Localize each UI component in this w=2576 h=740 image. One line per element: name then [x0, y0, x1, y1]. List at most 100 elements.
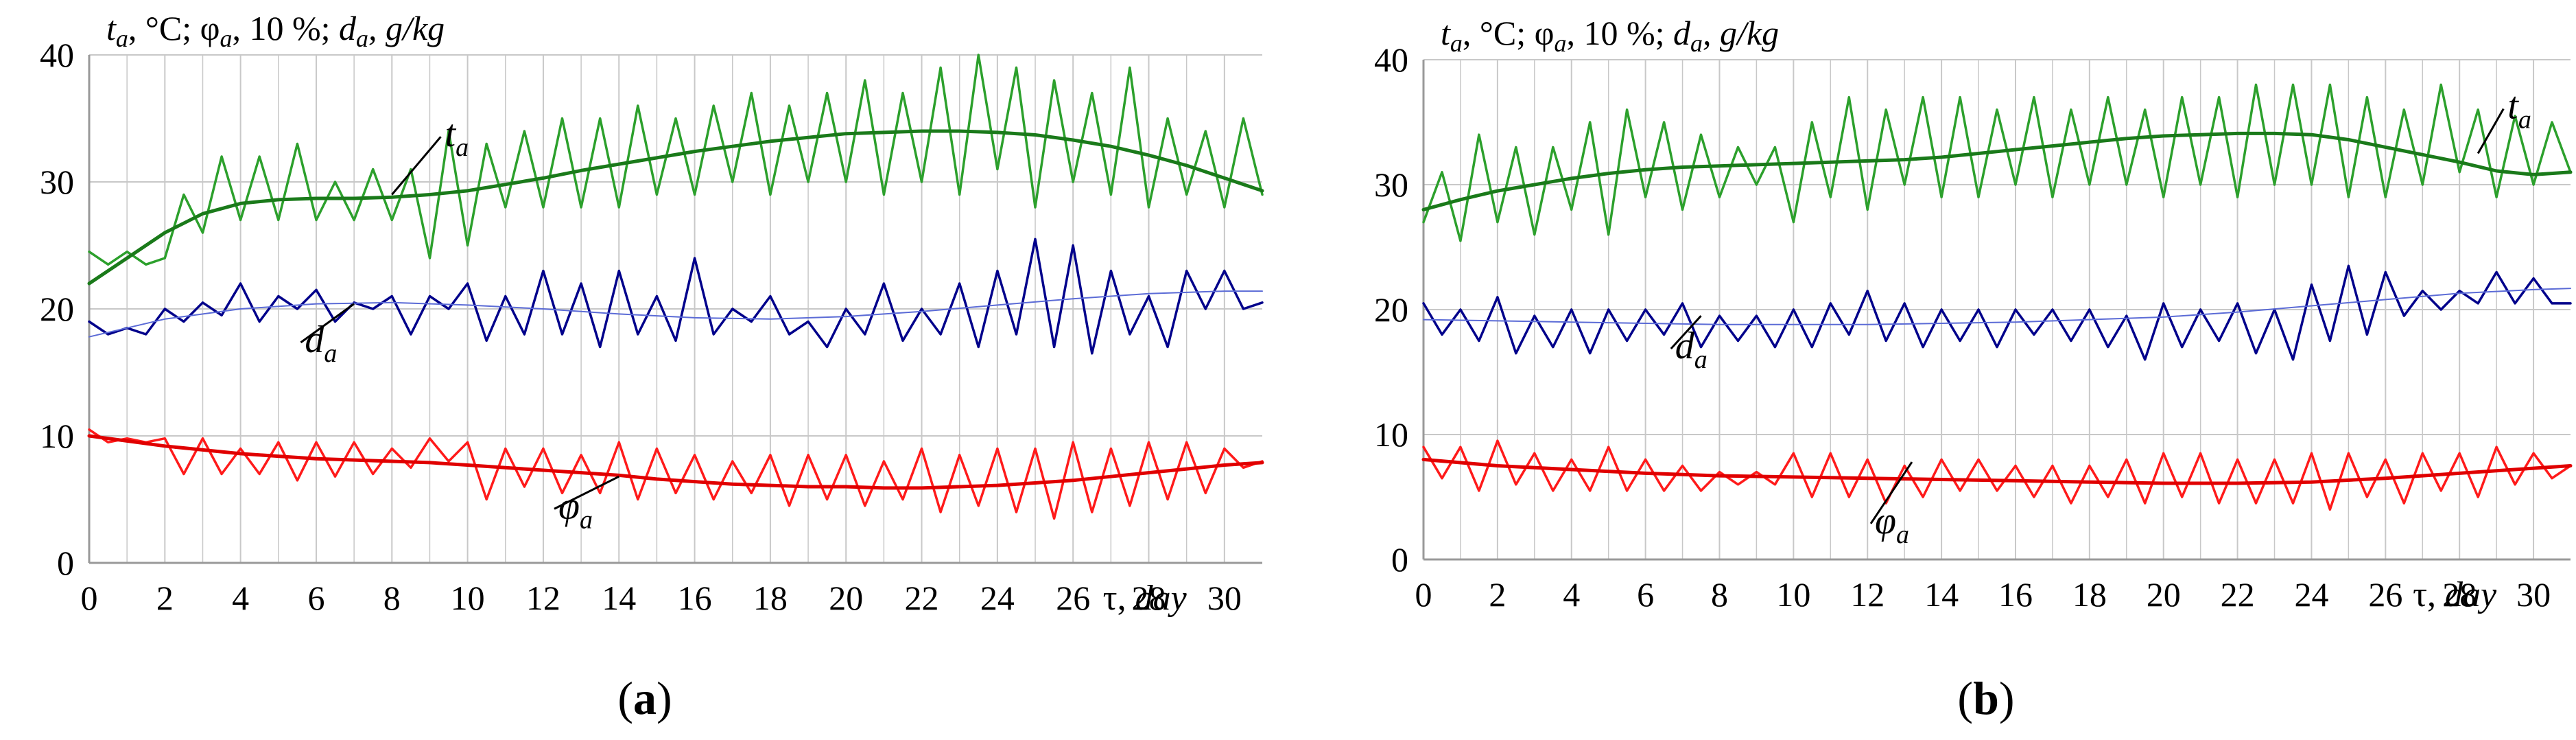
curve-label-sub: a [1896, 520, 1909, 549]
panel-label-a: (a) [617, 672, 672, 724]
x-axis-title-part: day [2445, 575, 2497, 614]
x-tick-label: 22 [905, 579, 939, 617]
x-tick-label: 28 [2442, 575, 2477, 614]
x-tick-label: 8 [383, 579, 401, 617]
y-axis-title-part: d [1673, 14, 1691, 52]
series-line-phi-raw [88, 428, 1264, 520]
x-axis-title-part: day [1135, 579, 1187, 618]
y-axis-title-part: , g/kg [1703, 14, 1779, 52]
series-line-phi-raw [1422, 439, 2572, 511]
panel-label-paren: ) [1999, 672, 2015, 724]
curve-label-sub: a [1694, 345, 1708, 374]
curve-label-main: d [305, 319, 324, 361]
x-tick-label: 4 [232, 579, 249, 617]
x-tick-label: 4 [1563, 575, 1580, 614]
y-tick-label: 30 [40, 163, 74, 201]
y-tick-label: 30 [1374, 165, 1408, 204]
curve-label-leader [1869, 461, 1913, 524]
y-axis-title-part: , 10 %; [233, 9, 340, 47]
x-tick-label: 2 [156, 579, 174, 617]
x-tick-label: 6 [1637, 575, 1654, 614]
series-line-t-raw [88, 54, 1264, 266]
y-axis-title-part: a [220, 25, 233, 52]
y-axis-title-part: a [116, 25, 128, 52]
curve-label-leader [300, 303, 355, 344]
y-axis-title-part: t [106, 9, 117, 47]
x-tick-label: 20 [2147, 575, 2181, 614]
x-tick-label: 14 [602, 579, 636, 617]
y-tick-label: 0 [57, 544, 74, 582]
x-tick-label: 30 [2516, 575, 2551, 614]
x-tick-label: 18 [2072, 575, 2107, 614]
y-tick-label: 10 [40, 417, 74, 455]
x-tick-label: 6 [307, 579, 324, 617]
y-tick-label: 20 [1374, 290, 1408, 329]
x-axis-title-part: τ, [1103, 579, 1135, 618]
x-tick-label: 12 [1850, 575, 1884, 614]
series-line-t-trend [1421, 131, 2573, 211]
x-tick-label: 22 [2221, 575, 2255, 614]
y-axis-title-part: a [1450, 30, 1463, 57]
curve-label-leader [1670, 315, 1702, 349]
curve-label-sub: a [580, 505, 593, 534]
panel-label-letter: b [1973, 672, 1999, 724]
x-tick-label: 28 [1132, 579, 1166, 617]
curve-label-main: φ [558, 485, 580, 527]
x-tick-label: 10 [1776, 575, 1810, 614]
x-tick-label: 12 [526, 579, 560, 617]
x-tick-label: 8 [1711, 575, 1728, 614]
panel-label-paren: ( [1957, 672, 1973, 724]
x-tick-label: 24 [980, 579, 1015, 617]
y-axis-title-part: d [339, 9, 357, 47]
curve-label-d-a: da [305, 319, 337, 368]
x-tick-label: 30 [1207, 579, 1242, 617]
series-line-t-raw [1422, 83, 2572, 242]
curve-label-leader [2477, 108, 2505, 154]
x-tick-label: 16 [1998, 575, 2033, 614]
y-axis-title-part: a [356, 25, 368, 52]
y-tick-label: 40 [40, 36, 74, 74]
y-tick-label: 10 [1374, 415, 1408, 454]
series-line-phi-trend [1421, 457, 2573, 485]
curve-label-leader [554, 475, 619, 510]
y-axis-title-part: t [1441, 14, 1451, 52]
series-line-d-trend [1423, 288, 2571, 325]
y-axis-title-part: a [1690, 30, 1703, 57]
series-line-d-trend [88, 290, 1263, 338]
curve-label-t-a: ta [2507, 85, 2531, 135]
series-line-phi-trend [87, 434, 1264, 490]
y-axis-title-part: , °C; φ [1463, 14, 1555, 52]
curve-label-sub: a [324, 339, 337, 368]
x-tick-label: 18 [753, 579, 788, 617]
curve-label-phi-a: φa [1875, 500, 1909, 549]
panel-label-b: (b) [1957, 672, 2014, 724]
x-tick-label: 26 [1056, 579, 1090, 617]
x-axis-title: τ, day [1103, 579, 1187, 618]
curve-label-main: t [445, 113, 457, 155]
x-tick-label: 16 [678, 579, 712, 617]
curve-label-main: t [2507, 85, 2519, 128]
y-tick-label: 0 [1391, 540, 1408, 579]
series-line-t-trend [87, 129, 1264, 286]
x-tick-label: 10 [451, 579, 485, 617]
curve-label-sub: a [456, 133, 469, 162]
x-tick-label: 2 [1489, 575, 1506, 614]
y-axis-title-part: a [1555, 30, 1567, 57]
y-tick-label: 40 [1374, 41, 1408, 79]
y-tick-label: 20 [40, 290, 74, 328]
curve-label-phi-a: φa [558, 485, 593, 534]
y-axis-title: ta, °C; φa, 10 %; da, g/kg [1441, 14, 1779, 57]
x-tick-label: 0 [1415, 575, 1432, 614]
panel-label-letter: a [633, 672, 657, 724]
y-axis-title-part: , g/kg [368, 9, 445, 47]
panel-label-paren: ) [657, 672, 672, 724]
series-line-d-raw [88, 238, 1264, 355]
curve-label-main: d [1675, 325, 1695, 367]
curve-label-d-a: da [1675, 325, 1708, 374]
x-tick-label: 20 [829, 579, 863, 617]
x-axis-title: τ, day [2413, 575, 2497, 614]
y-axis-title-part: , 10 %; [1567, 14, 1674, 52]
